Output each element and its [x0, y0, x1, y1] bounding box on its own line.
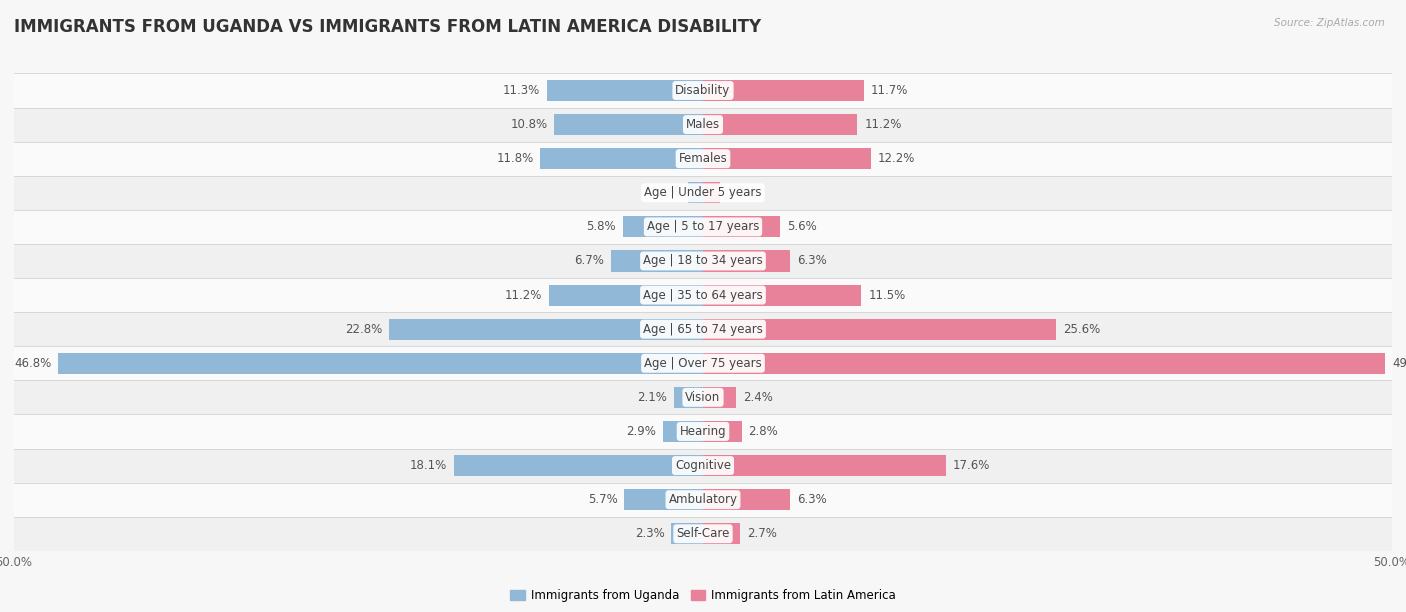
Bar: [14, 108, 1392, 141]
Bar: [454, 455, 703, 476]
Text: 5.7%: 5.7%: [588, 493, 617, 506]
Bar: [703, 250, 790, 272]
Text: 1.2%: 1.2%: [727, 186, 756, 200]
Bar: [703, 80, 865, 101]
Text: IMMIGRANTS FROM UGANDA VS IMMIGRANTS FROM LATIN AMERICA DISABILITY: IMMIGRANTS FROM UGANDA VS IMMIGRANTS FRO…: [14, 18, 761, 36]
Bar: [703, 148, 872, 170]
Text: 49.5%: 49.5%: [1392, 357, 1406, 370]
Text: 22.8%: 22.8%: [344, 323, 382, 335]
Bar: [58, 353, 703, 374]
Bar: [703, 285, 862, 305]
Bar: [14, 517, 1392, 551]
Bar: [703, 114, 858, 135]
Bar: [14, 414, 1392, 449]
Text: Self-Care: Self-Care: [676, 528, 730, 540]
Text: Age | Under 5 years: Age | Under 5 years: [644, 186, 762, 200]
Text: Females: Females: [679, 152, 727, 165]
Text: 10.8%: 10.8%: [510, 118, 547, 131]
Bar: [664, 421, 703, 442]
Text: 12.2%: 12.2%: [877, 152, 915, 165]
Text: Males: Males: [686, 118, 720, 131]
Text: 2.8%: 2.8%: [748, 425, 778, 438]
Text: 1.1%: 1.1%: [651, 186, 681, 200]
Bar: [14, 483, 1392, 517]
Text: Ambulatory: Ambulatory: [668, 493, 738, 506]
Bar: [703, 353, 1385, 374]
Text: 11.3%: 11.3%: [503, 84, 540, 97]
Bar: [703, 182, 720, 203]
Text: 11.7%: 11.7%: [872, 84, 908, 97]
Text: 2.1%: 2.1%: [637, 391, 668, 404]
Bar: [14, 210, 1392, 244]
Bar: [703, 387, 737, 408]
Bar: [671, 523, 703, 544]
Text: 2.9%: 2.9%: [626, 425, 657, 438]
Text: Age | Over 75 years: Age | Over 75 years: [644, 357, 762, 370]
Bar: [673, 387, 703, 408]
Text: 25.6%: 25.6%: [1063, 323, 1099, 335]
Bar: [688, 182, 703, 203]
Text: 2.7%: 2.7%: [747, 528, 778, 540]
Bar: [14, 346, 1392, 380]
Text: 18.1%: 18.1%: [409, 459, 447, 472]
Text: Vision: Vision: [685, 391, 721, 404]
Text: Source: ZipAtlas.com: Source: ZipAtlas.com: [1274, 18, 1385, 28]
Text: 5.6%: 5.6%: [787, 220, 817, 233]
Bar: [14, 278, 1392, 312]
Text: 11.5%: 11.5%: [869, 289, 905, 302]
Text: Age | 65 to 74 years: Age | 65 to 74 years: [643, 323, 763, 335]
Text: 6.7%: 6.7%: [574, 255, 603, 267]
Bar: [14, 244, 1392, 278]
Text: Age | 35 to 64 years: Age | 35 to 64 years: [643, 289, 763, 302]
Text: Cognitive: Cognitive: [675, 459, 731, 472]
Bar: [14, 449, 1392, 483]
Bar: [623, 216, 703, 237]
Text: 5.8%: 5.8%: [586, 220, 616, 233]
Bar: [703, 319, 1056, 340]
Bar: [703, 421, 741, 442]
Text: 11.2%: 11.2%: [505, 289, 541, 302]
Text: 6.3%: 6.3%: [797, 255, 827, 267]
Text: 11.8%: 11.8%: [496, 152, 533, 165]
Bar: [703, 216, 780, 237]
Text: 6.3%: 6.3%: [797, 493, 827, 506]
Bar: [610, 250, 703, 272]
Text: Disability: Disability: [675, 84, 731, 97]
Bar: [703, 523, 740, 544]
Bar: [14, 176, 1392, 210]
Text: Age | 5 to 17 years: Age | 5 to 17 years: [647, 220, 759, 233]
Text: Hearing: Hearing: [679, 425, 727, 438]
Bar: [14, 312, 1392, 346]
Text: 11.2%: 11.2%: [865, 118, 901, 131]
Bar: [703, 455, 945, 476]
Bar: [554, 114, 703, 135]
Bar: [14, 141, 1392, 176]
Legend: Immigrants from Uganda, Immigrants from Latin America: Immigrants from Uganda, Immigrants from …: [506, 584, 900, 607]
Bar: [14, 380, 1392, 414]
Text: 46.8%: 46.8%: [14, 357, 51, 370]
Bar: [547, 80, 703, 101]
Text: 2.3%: 2.3%: [634, 528, 665, 540]
Bar: [14, 73, 1392, 108]
Text: 17.6%: 17.6%: [952, 459, 990, 472]
Bar: [703, 489, 790, 510]
Bar: [540, 148, 703, 170]
Bar: [548, 285, 703, 305]
Text: Age | 18 to 34 years: Age | 18 to 34 years: [643, 255, 763, 267]
Bar: [389, 319, 703, 340]
Text: 2.4%: 2.4%: [742, 391, 773, 404]
Bar: [624, 489, 703, 510]
